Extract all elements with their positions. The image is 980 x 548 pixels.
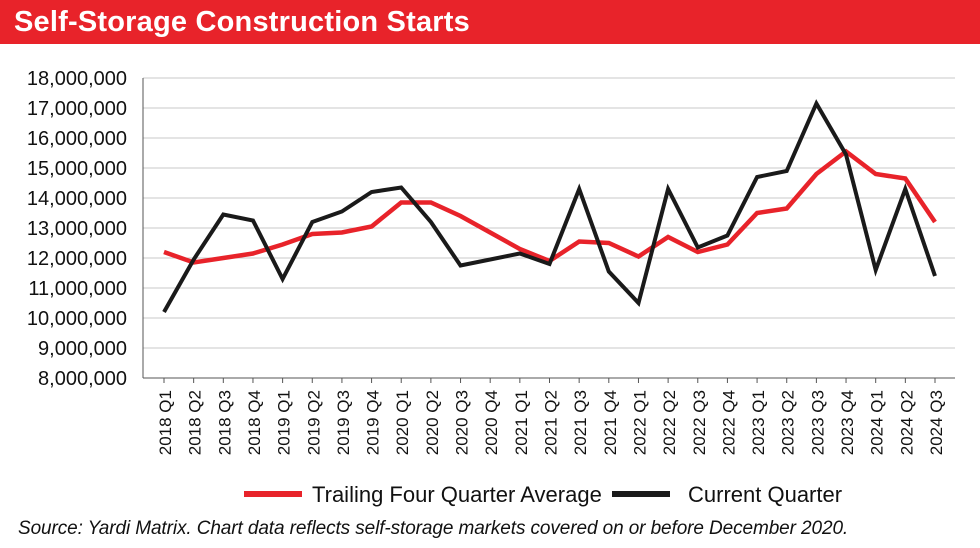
- x-tick-label: 2023 Q1: [749, 390, 768, 455]
- y-tick-label: 13,000,000: [27, 218, 127, 240]
- x-tick-label: 2022 Q3: [690, 390, 709, 455]
- x-tick-label: 2018 Q4: [245, 390, 264, 455]
- x-tick-label: 2019 Q2: [304, 390, 323, 455]
- x-tick-label: 2021 Q4: [601, 390, 620, 455]
- y-tick-label: 12,000,000: [27, 248, 127, 270]
- x-tick-label: 2020 Q4: [482, 390, 501, 455]
- gridlines: [142, 77, 955, 379]
- legend-label: Current Quarter: [688, 482, 842, 507]
- x-tick-label: 2023 Q2: [779, 390, 798, 455]
- x-tick-label: 2024 Q1: [868, 390, 887, 455]
- chart-title: Self-Storage Construction Starts: [14, 6, 470, 38]
- y-tick-label: 14,000,000: [27, 188, 127, 210]
- title-bar: Self-Storage Construction Starts: [0, 0, 980, 44]
- series-lines: [162, 99, 937, 313]
- source-note: Source: Yardi Matrix. Chart data reflect…: [18, 518, 849, 539]
- line-chart: 8,000,000 9,000,000 10,000,000 11,000,000 12…: [27, 68, 955, 507]
- x-tick-label: 2020 Q3: [453, 390, 472, 455]
- y-tick-label: 15,000,000: [27, 158, 127, 180]
- legend: Trailing Four Quarter Average Current Qua…: [244, 482, 842, 507]
- y-tick-label: 10,000,000: [27, 308, 127, 330]
- x-tick-label: 2021 Q1: [512, 390, 531, 455]
- x-tick-label: 2022 Q2: [660, 390, 679, 455]
- x-axis-tick-labels: 2018 Q1 2018 Q2 2018 Q3 2018 Q4 2019 Q1 2019 …: [156, 378, 946, 455]
- x-tick-label: 2018 Q1: [156, 390, 175, 455]
- y-tick-label: 17,000,000: [27, 98, 127, 120]
- x-tick-label: 2021 Q2: [542, 390, 561, 455]
- x-tick-label: 2019 Q3: [334, 390, 353, 455]
- x-tick-label: 2019 Q1: [275, 390, 294, 455]
- x-tick-label: 2022 Q4: [719, 390, 738, 455]
- x-tick-label: 2019 Q4: [364, 390, 383, 455]
- y-axis-tick-labels: 8,000,000 9,000,000 10,000,000 11,000,000 12…: [27, 68, 127, 390]
- y-tick-label: 11,000,000: [28, 278, 127, 300]
- y-tick-label: 16,000,000: [27, 128, 127, 150]
- x-tick-label: 2023 Q3: [808, 390, 827, 455]
- y-tick-label: 9,000,000: [38, 338, 127, 360]
- x-tick-label: 2020 Q2: [423, 390, 442, 455]
- x-tick-label: 2024 Q3: [927, 390, 946, 455]
- x-tick-label: 2022 Q1: [630, 390, 649, 455]
- x-tick-label: 2018 Q3: [215, 390, 234, 455]
- x-tick-label: 2021 Q3: [571, 390, 590, 455]
- y-tick-label: 8,000,000: [38, 368, 127, 390]
- x-tick-label: 2020 Q1: [393, 390, 412, 455]
- x-tick-label: 2023 Q4: [838, 390, 857, 455]
- y-tick-label: 18,000,000: [27, 68, 127, 90]
- x-tick-label: 2018 Q2: [186, 390, 205, 455]
- series-line-current-quarter: [162, 99, 937, 313]
- legend-label: Trailing Four Quarter Average: [312, 482, 602, 507]
- x-tick-label: 2024 Q2: [897, 390, 916, 455]
